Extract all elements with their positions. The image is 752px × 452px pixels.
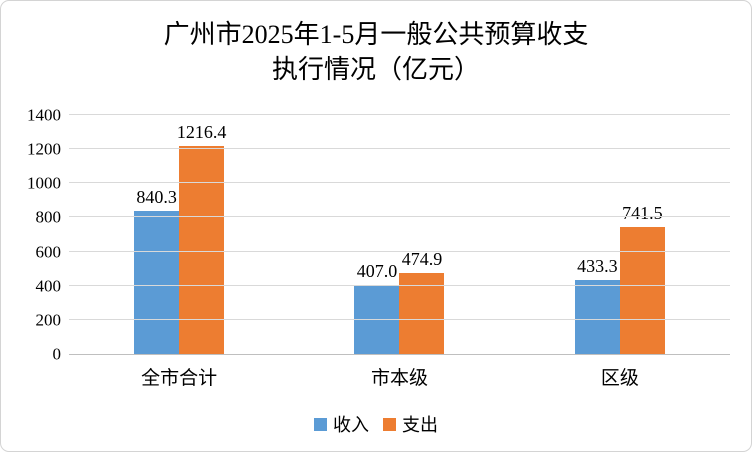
data-label: 840.3	[136, 186, 177, 207]
legend-item-支出: 支出	[383, 411, 438, 437]
y-tick-label: 600	[35, 242, 62, 262]
gridline	[69, 250, 730, 252]
legend-label: 收入	[333, 415, 369, 435]
gridline	[69, 284, 730, 286]
x-axis-line	[69, 354, 730, 355]
y-tick-label: 1200	[27, 139, 61, 159]
data-label: 474.9	[401, 248, 443, 269]
gridline	[69, 114, 730, 115]
chart-title: 广州市2025年1-5月一般公共预算收支 执行情况（亿元）	[1, 17, 751, 87]
gridline	[69, 216, 730, 218]
y-tick-label: 1400	[27, 105, 61, 125]
y-tick-label: 0	[52, 344, 62, 364]
data-label: 407.0	[356, 260, 398, 281]
data-label: 741.5	[622, 203, 663, 224]
y-tick-label: 800	[35, 207, 62, 227]
bar-收入: 433.3	[574, 256, 620, 354]
plot-area: 840.3 1216.4 407.0 474.9 433.3 741.5	[69, 114, 730, 355]
gridline	[69, 182, 730, 184]
bar-支出: 474.9	[399, 249, 445, 354]
chart-title-line2: 执行情况（亿元）	[271, 55, 480, 84]
gridline	[69, 148, 730, 150]
data-label: 1216.4	[176, 122, 227, 143]
bar-group: 433.3 741.5	[510, 115, 730, 354]
y-tick-label: 200	[35, 310, 62, 330]
x-axis-labels: 全市合计 市本级 区级	[69, 363, 730, 389]
data-label: 433.3	[577, 256, 618, 277]
x-category-label: 市本级	[370, 368, 428, 389]
legend-label: 支出	[402, 415, 438, 435]
legend: 收入 支出	[1, 411, 751, 437]
y-axis: 0 200 400 600 800 1000 1200 1400	[5, 107, 62, 363]
gridline	[69, 318, 730, 320]
x-category-label: 区级	[600, 368, 639, 389]
x-category-label: 全市合计	[141, 368, 218, 389]
bar-收入: 840.3	[134, 187, 180, 354]
y-tick-label: 400	[35, 276, 62, 296]
bar-支出: 741.5	[619, 203, 665, 354]
chart-title-line1: 广州市2025年1-5月一般公共预算收支	[163, 20, 589, 49]
legend-swatch-icon	[383, 417, 396, 431]
y-tick-label: 1000	[27, 173, 61, 193]
legend-item-收入: 收入	[314, 411, 369, 437]
legend-swatch-icon	[314, 417, 327, 431]
